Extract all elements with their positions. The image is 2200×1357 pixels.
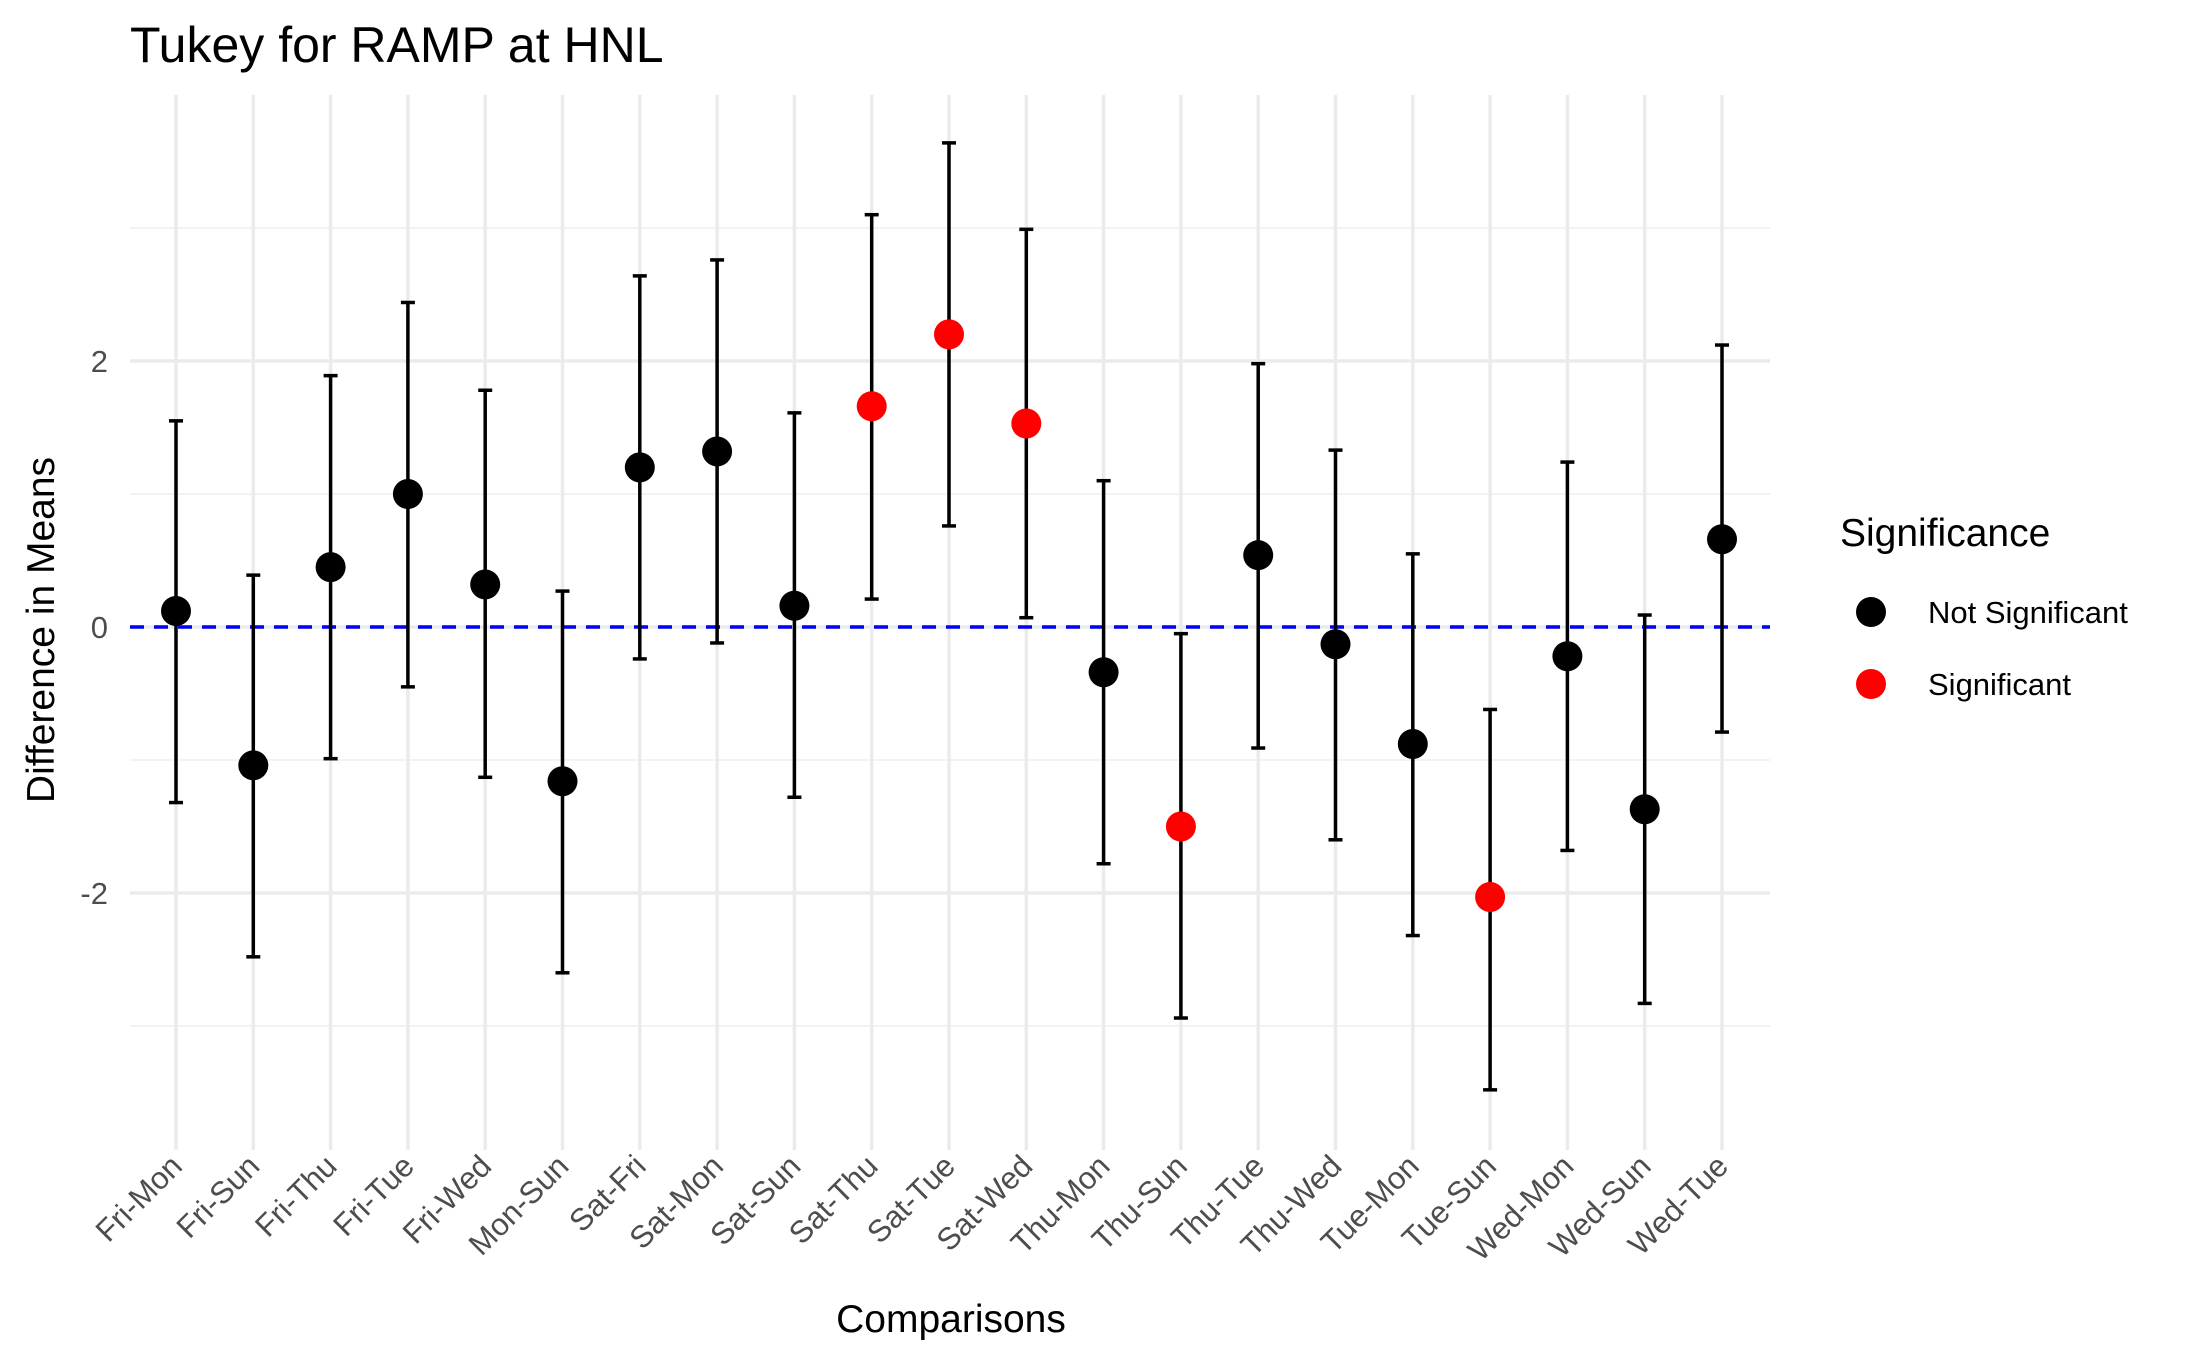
x-tick-label: Fri-Thu <box>248 1148 343 1243</box>
data-point <box>779 590 810 621</box>
data-point <box>1243 540 1274 571</box>
y-axis-title: Difference in Means <box>20 457 63 803</box>
legend-entry: Significant <box>1856 667 2071 702</box>
data-point <box>1475 881 1506 912</box>
y-tick-label: 2 <box>91 344 108 379</box>
data-point <box>470 569 501 600</box>
x-tick-label: Fri-Sun <box>170 1148 267 1245</box>
data-point <box>315 552 346 583</box>
legend-entry: Not Significant <box>1856 595 2128 630</box>
data-point <box>238 750 269 781</box>
x-tick-labels: Fri-MonFri-SunFri-ThuFri-TueFri-WedMon-S… <box>89 1148 1735 1267</box>
legend-swatch <box>1856 669 1886 699</box>
y-tick-label: 0 <box>91 610 108 645</box>
data-point <box>702 436 733 467</box>
data-point <box>1011 408 1042 439</box>
y-tick-label: -2 <box>80 876 108 911</box>
data-point <box>1629 794 1660 825</box>
legend: Significance Not Significant Significant <box>1840 512 2128 702</box>
legend-swatch <box>1856 597 1886 627</box>
x-tick-label: Fri-Mon <box>89 1148 189 1248</box>
chart-title: Tukey for RAMP at HNL <box>130 17 664 73</box>
data-point <box>934 319 964 350</box>
data-point <box>1165 811 1196 842</box>
data-point <box>161 596 191 627</box>
data-point <box>1552 641 1583 672</box>
data-point <box>392 479 423 509</box>
data-point <box>1088 657 1119 688</box>
legend-label: Not Significant <box>1928 595 2128 630</box>
legend-label: Significant <box>1928 667 2071 702</box>
data-point <box>1397 729 1428 760</box>
legend-title: Significance <box>1840 512 2050 555</box>
data-point <box>1320 629 1351 660</box>
legend-entries: Not Significant Significant <box>1856 595 2128 702</box>
data-point <box>624 452 655 483</box>
data-point <box>856 391 887 422</box>
data-point <box>1707 524 1737 555</box>
x-axis-title: Comparisons <box>836 1298 1066 1341</box>
data-points <box>161 319 1737 912</box>
y-tick-labels: -2 0 2 <box>80 344 108 911</box>
data-point <box>547 766 578 797</box>
